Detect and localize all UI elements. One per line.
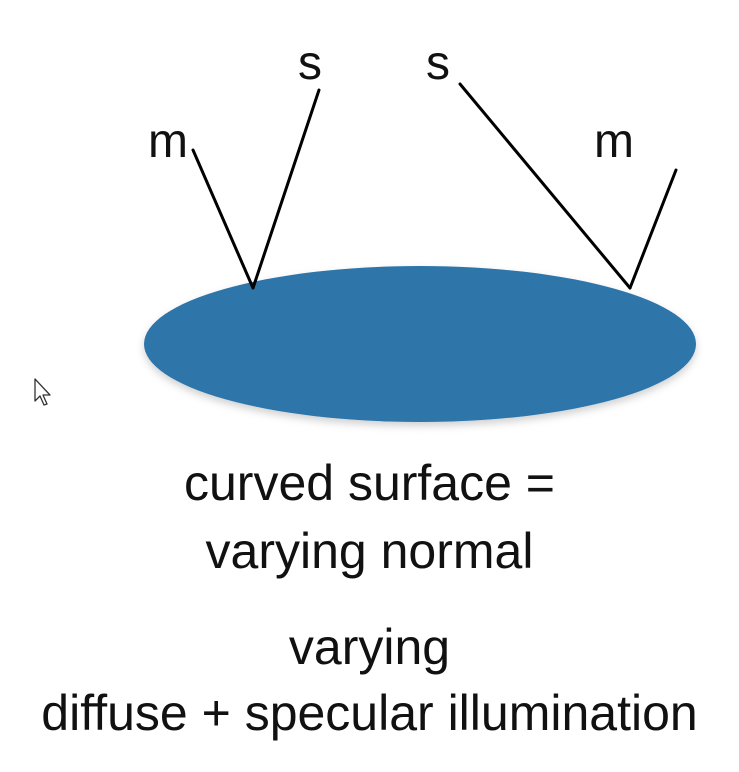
label-s-left: s	[298, 37, 322, 90]
curved-surface	[144, 266, 696, 422]
caption-line-4: diffuse + specular illumination	[41, 685, 698, 741]
vector-m-right	[628, 168, 678, 290]
label-s-right: s	[426, 37, 450, 90]
label-m-right: m	[594, 115, 634, 168]
vector-s-right	[458, 82, 632, 290]
vector-m-left	[191, 148, 255, 290]
caption-line-2: varying normal	[205, 523, 534, 579]
mouse-pointer-icon	[34, 378, 51, 406]
label-m-left: m	[148, 115, 188, 168]
caption-line-3: varying	[288, 619, 451, 675]
vector-s-left	[251, 88, 321, 290]
caption-line-1: curved surface =	[183, 455, 556, 511]
